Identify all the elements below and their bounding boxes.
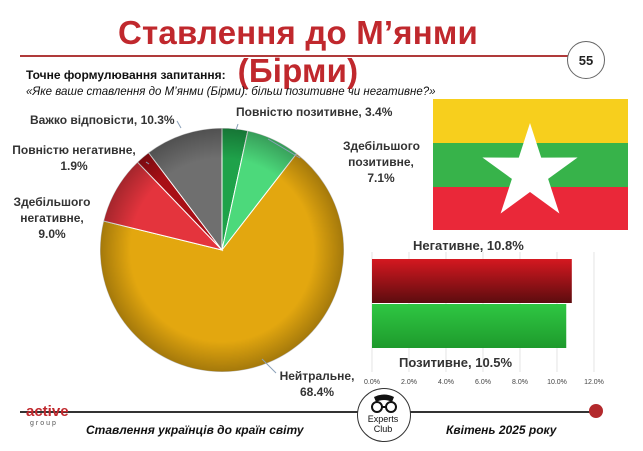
label-neutral-line2: 68.4% <box>299 385 335 399</box>
label-mostly-negative-line2: негативне, <box>20 211 84 225</box>
bar-tick-label: 6.0% <box>475 379 491 386</box>
label-mostly-negative-line1: Здебільшого <box>13 195 91 209</box>
label-mostly-positive-line2: позитивне, <box>348 155 414 169</box>
label-mostly-positive-line1: Здебільшого <box>343 139 420 153</box>
leader-mostly-positive <box>267 138 301 159</box>
flag-star-icon <box>482 123 578 214</box>
leader-neutral <box>261 358 277 374</box>
bar-positive <box>372 304 567 348</box>
question-text: «Яке ваше ставлення до М’янми (Бірми): б… <box>26 86 436 98</box>
label-mostly-positive: Здебільшого позитивне, 7.1% <box>343 138 420 186</box>
bar-tick-label: 2.0% <box>401 379 417 386</box>
title-underline <box>20 55 595 57</box>
footer-divider <box>20 411 598 413</box>
label-full-negative: Повністю негативне, 1.9% <box>12 142 136 174</box>
label-mostly-negative-line3: 9.0% <box>38 227 66 241</box>
label-mostly-positive-line3: 7.1% <box>367 171 395 185</box>
label-neutral-line1: Нейтральне, <box>279 369 355 383</box>
bar-negative <box>372 259 572 303</box>
bar-tick-label: 8.0% <box>512 379 528 386</box>
active-group-logo-sub: group <box>30 420 58 427</box>
leader-full-negative <box>145 161 150 165</box>
flag-red-stripe <box>433 187 628 230</box>
experts-club-line2: Club <box>373 424 393 434</box>
pie-shading <box>100 128 344 372</box>
glasses-icon <box>371 394 397 413</box>
question-label: Точне формулювання запитання: <box>26 68 226 82</box>
footer-date: Квітень 2025 року <box>446 423 557 437</box>
bar-tick-label: 10.0% <box>547 379 567 386</box>
label-full-positive: Повністю позитивне, 3.4% <box>236 105 393 119</box>
label-hard-to-say: Важко відповісти, 10.3% <box>30 113 175 127</box>
label-mostly-negative: Здебільшого негативне, 9.0% <box>10 194 94 242</box>
label-neutral: Нейтральне, 68.4% <box>277 368 357 400</box>
page-number-badge: 55 <box>567 41 605 79</box>
experts-club-text: Experts Club <box>359 414 407 434</box>
bar-tick-label: 4.0% <box>438 379 454 386</box>
leader-hard-to-say <box>176 120 182 129</box>
bar-tick-label: 0.0% <box>364 379 380 386</box>
label-full-negative-line2: 1.9% <box>60 159 88 173</box>
bar-label-negative: Негативне, 10.8% <box>413 238 524 253</box>
footer-end-dot <box>589 404 603 418</box>
label-full-negative-line1: Повністю негативне, <box>12 143 136 157</box>
bar-tick-label: 12.0% <box>584 379 604 386</box>
experts-club-line1: Experts <box>367 414 399 424</box>
page-title: Ставлення до М’янми (Бірми) <box>118 14 478 89</box>
bar-label-positive: Позитивне, 10.5% <box>399 355 513 370</box>
experts-club-logo <box>357 388 411 442</box>
footer-survey-title: Ставлення українців до країн світу <box>86 423 304 437</box>
leader-full-positive <box>235 123 239 131</box>
active-group-logo: active <box>26 403 69 420</box>
